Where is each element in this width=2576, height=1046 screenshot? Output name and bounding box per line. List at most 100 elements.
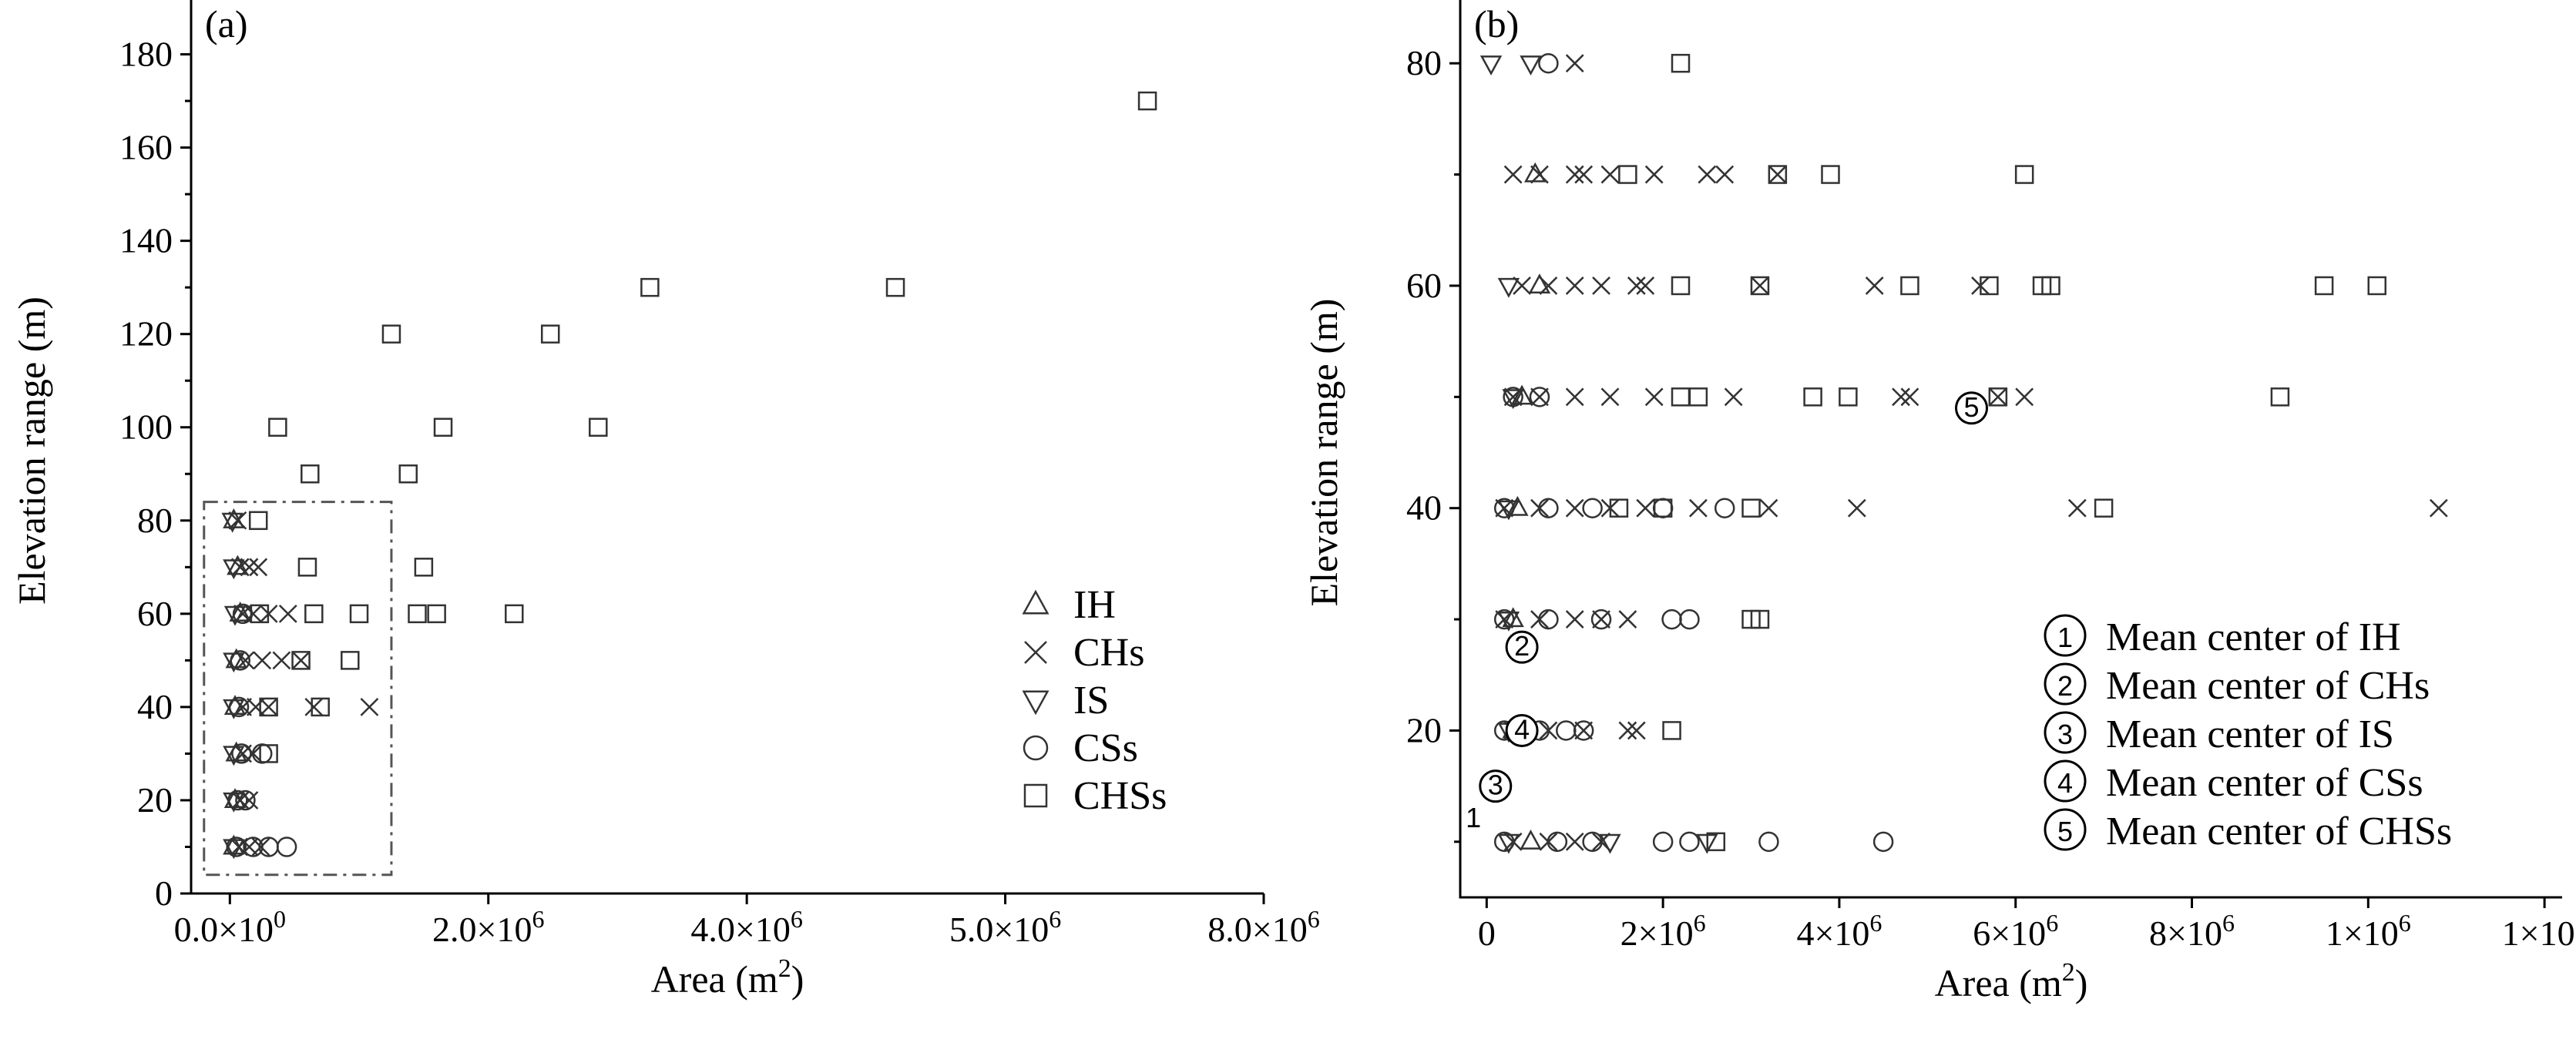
y-axis-label: Elevation range (m)	[10, 297, 53, 605]
y-tick-label: 180	[119, 35, 173, 74]
panel-label: (a)	[205, 2, 248, 45]
point-CHSs	[427, 604, 446, 624]
point-CHs	[1495, 498, 1514, 518]
point-CSs	[1538, 608, 1559, 630]
point-CHSs	[414, 558, 434, 577]
point-CSs	[226, 836, 247, 857]
point-CHs	[304, 698, 324, 716]
point-CHs	[1724, 387, 1743, 407]
point-CHSs	[1609, 498, 1629, 518]
x-tick-label: 1×106	[2502, 909, 2576, 953]
point-CHSs	[433, 417, 453, 437]
point-CHSs	[1662, 721, 1681, 740]
point-CSs	[243, 836, 264, 857]
series-CHs	[228, 511, 379, 857]
series-CSs	[1493, 52, 1894, 853]
point-CHSs	[408, 604, 427, 624]
legend-num-2: 2	[2057, 670, 2073, 702]
point-CSs	[1652, 831, 1674, 853]
point-IH	[1510, 384, 1533, 405]
point-CHSs	[259, 744, 278, 763]
mean-center-circle-3	[1479, 769, 1513, 803]
point-CHs	[243, 604, 263, 623]
point-CHSs	[1821, 165, 1840, 184]
y-tick-label: 20	[137, 780, 173, 820]
point-CHSs	[259, 697, 278, 717]
point-CSs	[235, 790, 256, 811]
point-CSs	[1503, 387, 1523, 407]
point-CHSs	[1750, 276, 1770, 296]
point-CHSs	[1750, 609, 1770, 629]
point-IS	[223, 605, 247, 626]
series-CSs	[226, 603, 297, 857]
x-tick-label: 2×106	[1620, 909, 1706, 953]
point-IS	[1599, 833, 1621, 854]
y-tick-label: 140	[119, 221, 173, 260]
legend-num-5: 5	[2057, 816, 2073, 847]
point-CHs	[272, 651, 291, 670]
panel-b: 20 40 60 80 0 2×106 4×106 6×106 8×106 1×106 1×106 A…	[1302, 0, 2576, 1004]
point-CHs	[2067, 498, 2087, 518]
point-CHs	[1900, 387, 1919, 407]
point-CHs	[1565, 498, 1584, 518]
point-CSs	[227, 790, 248, 811]
series-IS	[221, 512, 247, 860]
point-CHs	[240, 791, 259, 810]
point-CHSs	[2367, 276, 2387, 296]
point-CHSs	[640, 277, 660, 297]
point-CHs	[249, 558, 268, 577]
point-CHSs	[589, 417, 608, 437]
y-tick-label: 100	[119, 407, 173, 447]
point-CHSs	[1618, 165, 1637, 184]
x-tick-label: 1×106	[2326, 909, 2411, 953]
point-CSs	[1538, 52, 1559, 74]
mean-center-1: 1	[1466, 802, 1481, 833]
series-CHSs	[248, 91, 1157, 763]
point-CHSs	[291, 651, 311, 670]
point-CHs	[1715, 165, 1735, 184]
point-CSs	[1582, 831, 1603, 853]
y-tick-label: 80	[137, 501, 173, 540]
legend-label-CHSs: CHSs	[1073, 774, 1167, 818]
y-tick-label: 160	[119, 128, 173, 167]
point-CSs	[251, 743, 273, 764]
x-tick-label: 2.0×106	[432, 905, 544, 949]
point-CHSs	[2041, 276, 2060, 296]
point-CHSs	[885, 277, 905, 297]
x-tick-label: 5.0×106	[949, 905, 1061, 949]
legend-circle-4	[2044, 759, 2087, 803]
point-CSs	[1582, 498, 1603, 518]
series-CHSs	[1609, 53, 2387, 852]
point-CHs	[236, 651, 255, 670]
y-tick-label: 120	[119, 314, 173, 354]
x-axis-label: Area (m2)	[651, 954, 804, 1001]
point-CHs	[1592, 610, 1610, 629]
point-CHs	[251, 837, 270, 857]
legend-marker-CSs	[1023, 735, 1049, 761]
x-tick-label: 8.0×106	[1207, 905, 1319, 949]
point-CHSs	[1839, 387, 1858, 407]
point-IH	[1520, 830, 1542, 850]
point-CHs	[1698, 165, 1717, 184]
point-CHs	[1847, 498, 1866, 518]
mean-center-3: 3	[1488, 769, 1503, 801]
point-CSs	[1872, 831, 1894, 853]
legend-label-5: Mean center of CHSs	[2106, 810, 2452, 853]
point-CHSs	[1671, 387, 1691, 407]
point-CHs	[1495, 610, 1514, 629]
point-CHs	[1565, 54, 1584, 73]
point-CSs	[1661, 608, 1682, 630]
point-CHs	[1565, 165, 1584, 184]
legend-circle-5	[2044, 808, 2087, 851]
point-CSs	[1493, 831, 1515, 853]
point-CSs	[1529, 387, 1550, 407]
panel-label: (b)	[1474, 2, 1519, 45]
legend-num-4: 4	[2057, 767, 2073, 799]
point-IS	[223, 559, 245, 580]
legend-label-CHs: CHs	[1073, 631, 1144, 675]
y-tick-label: 20	[1406, 710, 1442, 749]
x-tick-label: 4×106	[1796, 909, 1882, 953]
point-CHSs	[2014, 165, 2034, 184]
mean-center-5: 5	[1964, 391, 1980, 423]
point-CHs	[1530, 165, 1549, 184]
